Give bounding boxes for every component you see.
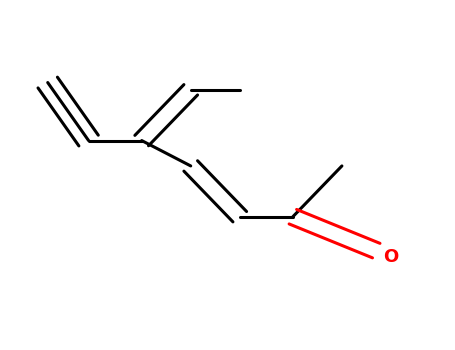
Text: O: O — [383, 247, 399, 266]
